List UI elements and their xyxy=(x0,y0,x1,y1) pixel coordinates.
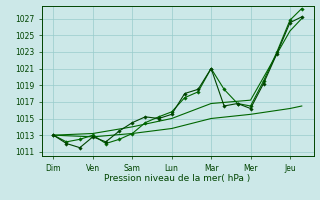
X-axis label: Pression niveau de la mer( hPa ): Pression niveau de la mer( hPa ) xyxy=(104,174,251,183)
